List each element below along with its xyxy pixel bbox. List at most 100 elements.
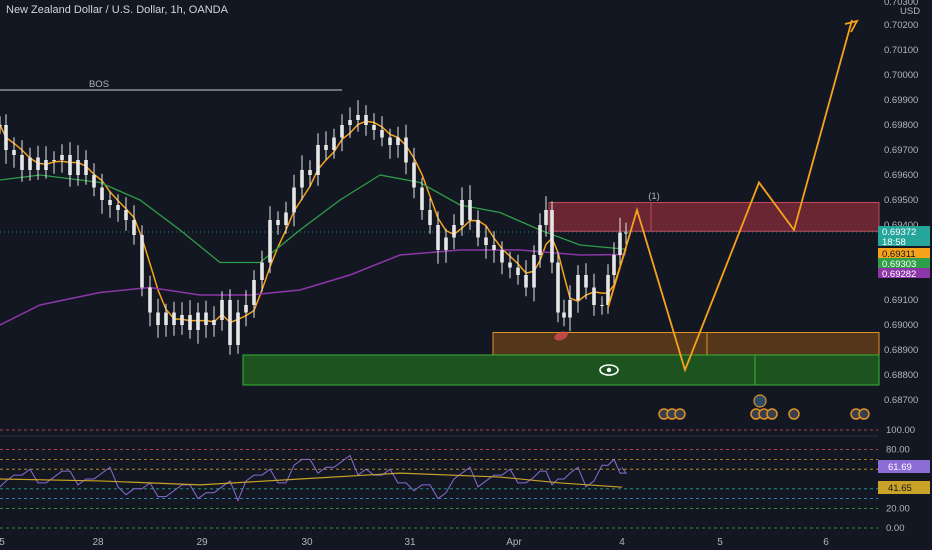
- candle: [252, 270, 256, 318]
- candle: [568, 285, 572, 332]
- candle: [116, 194, 120, 222]
- zones-layer: [242, 202, 880, 386]
- candle-body: [236, 312, 240, 345]
- candle: [20, 140, 24, 182]
- candle-body: [460, 200, 464, 225]
- candle: [228, 289, 232, 355]
- candle: [412, 147, 416, 199]
- price-tag-label: 0.69303: [882, 259, 916, 270]
- candle-body: [584, 275, 588, 288]
- candle: [524, 260, 528, 297]
- candle: [196, 302, 200, 344]
- candle-body: [308, 170, 312, 175]
- candle-body: [292, 187, 296, 213]
- price-tag-label: 0.69372: [882, 227, 916, 238]
- candle-body: [116, 205, 120, 210]
- rsi-ma-line: [0, 472, 623, 488]
- candle-body: [84, 160, 88, 175]
- candle: [388, 128, 392, 159]
- candle-body: [68, 155, 72, 175]
- candle-body: [284, 212, 288, 225]
- candle-body: [592, 287, 596, 305]
- low-marker: [554, 331, 568, 341]
- candle-body: [228, 300, 232, 345]
- candle: [492, 231, 496, 263]
- rsi-tag-label: 61.69: [888, 462, 912, 473]
- candle-body: [452, 225, 456, 238]
- candle: [108, 191, 112, 218]
- candle: [148, 275, 152, 327]
- candle: [220, 291, 224, 331]
- candle-body: [60, 155, 64, 160]
- candle-body: [380, 130, 384, 138]
- rsi-tag-label: 41.65: [888, 483, 912, 494]
- candle-body: [276, 220, 280, 225]
- candle: [308, 160, 312, 187]
- price-tag-bg: [878, 226, 930, 246]
- candle-body: [172, 312, 176, 325]
- candle-body: [550, 210, 554, 263]
- candle-body: [568, 300, 572, 318]
- price-axis-label: 0.68800: [884, 370, 918, 381]
- candle-body: [300, 170, 304, 188]
- candle-body: [404, 137, 408, 163]
- candle-body: [468, 200, 472, 220]
- candle: [516, 254, 520, 285]
- candle-body: [388, 137, 392, 145]
- candle-body: [0, 125, 2, 126]
- event-icon: [674, 408, 686, 420]
- candle: [260, 250, 264, 292]
- candles-layer: [0, 100, 628, 355]
- price-tag-label: 0.69311: [882, 249, 916, 260]
- candle: [140, 225, 144, 297]
- candle-body: [524, 275, 528, 288]
- candle: [592, 273, 596, 316]
- candle-body: [324, 145, 328, 150]
- candle-body: [618, 232, 622, 255]
- candle: [12, 137, 16, 168]
- candle-body: [356, 115, 360, 120]
- candle-body: [316, 145, 320, 175]
- candle: [556, 251, 560, 323]
- candle-body: [476, 220, 480, 238]
- rsi-axis-label: 80.00: [886, 445, 910, 456]
- levels-layer: BOS: [0, 79, 878, 233]
- candle-body: [124, 210, 128, 220]
- date-label: 4: [619, 537, 625, 548]
- candle: [468, 185, 472, 230]
- candle-body: [164, 312, 168, 325]
- candle: [68, 142, 72, 187]
- candle-body: [36, 157, 40, 170]
- candle-body: [532, 255, 536, 288]
- candle: [624, 222, 628, 245]
- candle-body: [606, 275, 610, 305]
- date-label: 29: [196, 537, 208, 548]
- ma-fast-line: [0, 120, 627, 324]
- candle-body: [484, 237, 488, 245]
- candle: [532, 245, 536, 302]
- eye-icon-pupil: [606, 367, 612, 373]
- moving-averages-layer: [0, 120, 627, 326]
- candle-body: [108, 200, 112, 205]
- candle: [164, 303, 168, 337]
- candle-body: [544, 210, 548, 225]
- green-zone: [242, 354, 880, 386]
- candle-body: [100, 187, 104, 200]
- projection-label: (1): [648, 191, 660, 202]
- candle: [500, 241, 504, 275]
- candle: [364, 105, 368, 136]
- candle: [156, 298, 160, 338]
- candle: [212, 306, 216, 337]
- rsi-axis-label: 100.00: [886, 425, 915, 436]
- orange-zone: [492, 332, 880, 356]
- candle-body: [180, 315, 184, 325]
- candle: [60, 144, 64, 173]
- candle: [420, 177, 424, 220]
- candle-body: [268, 220, 272, 263]
- candle: [0, 116, 2, 134]
- candle: [600, 296, 604, 315]
- candle: [452, 214, 456, 250]
- price-tag-bg: [878, 258, 930, 268]
